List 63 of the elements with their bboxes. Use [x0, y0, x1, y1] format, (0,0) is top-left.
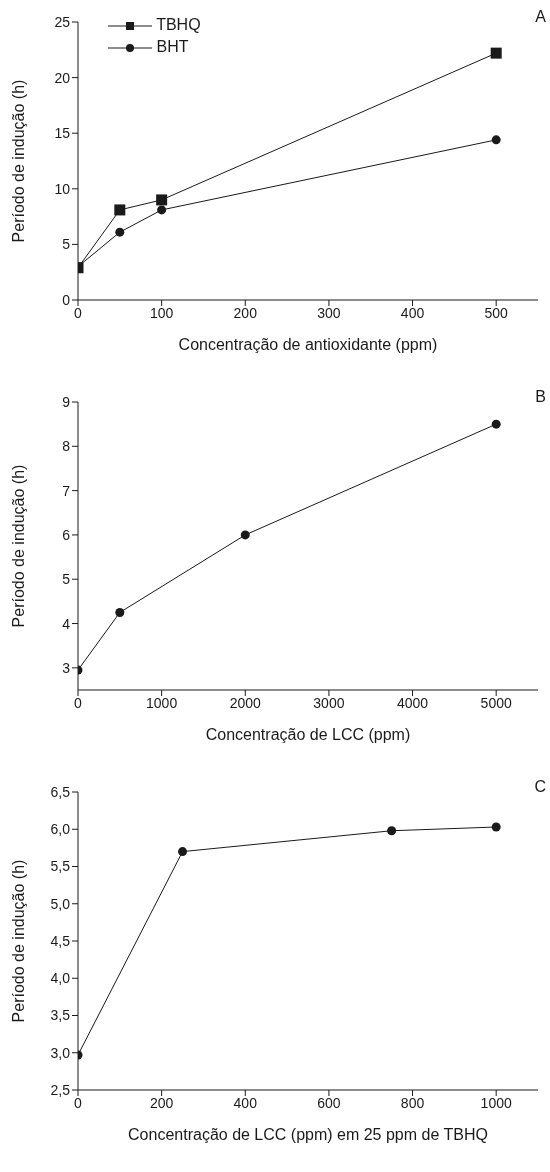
y-tick-label: 6,5 — [50, 783, 71, 800]
point — [115, 227, 125, 237]
x-tick-label: 5000 — [480, 694, 512, 711]
point — [156, 194, 168, 206]
x-tick-label: 500 — [484, 304, 509, 321]
point — [490, 47, 502, 59]
point — [491, 822, 501, 832]
point — [240, 530, 250, 540]
x-tick-label: 0 — [74, 694, 83, 711]
annotation: C — [534, 778, 546, 796]
legend-label: BHT — [155, 37, 190, 57]
y-tick-label: 15 — [54, 125, 71, 142]
point — [157, 205, 167, 215]
y-tick-label: 8 — [62, 438, 71, 455]
y-axis-title: Período de indução (h) — [9, 859, 27, 1023]
annotation: B — [535, 388, 546, 406]
y-tick-label: 5,0 — [50, 895, 71, 912]
x-tick-label: 1000 — [146, 694, 178, 711]
y-axis-title: Período de indução (h) — [9, 464, 27, 628]
x-tick-label: 200 — [149, 1094, 174, 1111]
y-tick-label: 2,5 — [50, 1081, 71, 1098]
y-tick-label: 3 — [62, 659, 71, 676]
y-tick-label: 5,5 — [50, 858, 71, 875]
x-tick-label: 2000 — [229, 694, 262, 711]
x-tick-label: 200 — [233, 304, 258, 321]
y-tick-label: 25 — [54, 13, 71, 30]
y-axis-title: Período de indução (h) — [9, 79, 27, 243]
x-axis-title: Concentração de antioxidante (ppm) — [178, 336, 438, 353]
point — [387, 826, 397, 836]
x-tick-label: 400 — [400, 304, 425, 321]
legend-label: TBHQ — [155, 15, 201, 35]
x-tick-label: 300 — [317, 304, 341, 321]
y-tick-label: 0 — [62, 291, 71, 308]
x-tick-label: 1000 — [480, 1094, 512, 1111]
y-tick-label: 3,0 — [50, 1044, 71, 1061]
x-tick-label: 100 — [149, 304, 174, 321]
point — [178, 847, 188, 857]
x-tick-label: 800 — [400, 1094, 425, 1111]
y-tick-label: 6 — [62, 526, 71, 543]
point — [491, 419, 501, 429]
y-tick-label: 9 — [62, 393, 71, 410]
y-tick-label: 5 — [62, 236, 71, 253]
point — [491, 135, 501, 145]
y-tick-label: 4,0 — [50, 970, 71, 987]
point — [114, 204, 126, 216]
y-tick-label: 5 — [62, 571, 71, 588]
y-tick-label: 4 — [62, 615, 71, 632]
point — [115, 607, 125, 617]
y-tick-label: 20 — [54, 69, 71, 86]
x-tick-label: 4000 — [396, 694, 429, 711]
annotation: A — [535, 8, 546, 26]
x-tick-label: 0 — [74, 304, 83, 321]
y-tick-label: 3,5 — [50, 1007, 71, 1024]
x-tick-label: 0 — [74, 1094, 83, 1111]
y-tick-label: 10 — [54, 180, 71, 197]
y-tick-label: 6,0 — [50, 821, 71, 838]
x-tick-label: 600 — [317, 1094, 341, 1111]
x-axis-title: Concentração de LCC (ppm) em 25 ppm de TBHQ — [128, 1126, 488, 1143]
x-axis-title: Concentração de LCC (ppm) — [205, 726, 411, 743]
y-tick-label: 4,5 — [50, 932, 71, 949]
x-tick-label: 3000 — [313, 694, 345, 711]
y-tick-label: 7 — [62, 482, 71, 499]
x-tick-label: 400 — [233, 1094, 258, 1111]
